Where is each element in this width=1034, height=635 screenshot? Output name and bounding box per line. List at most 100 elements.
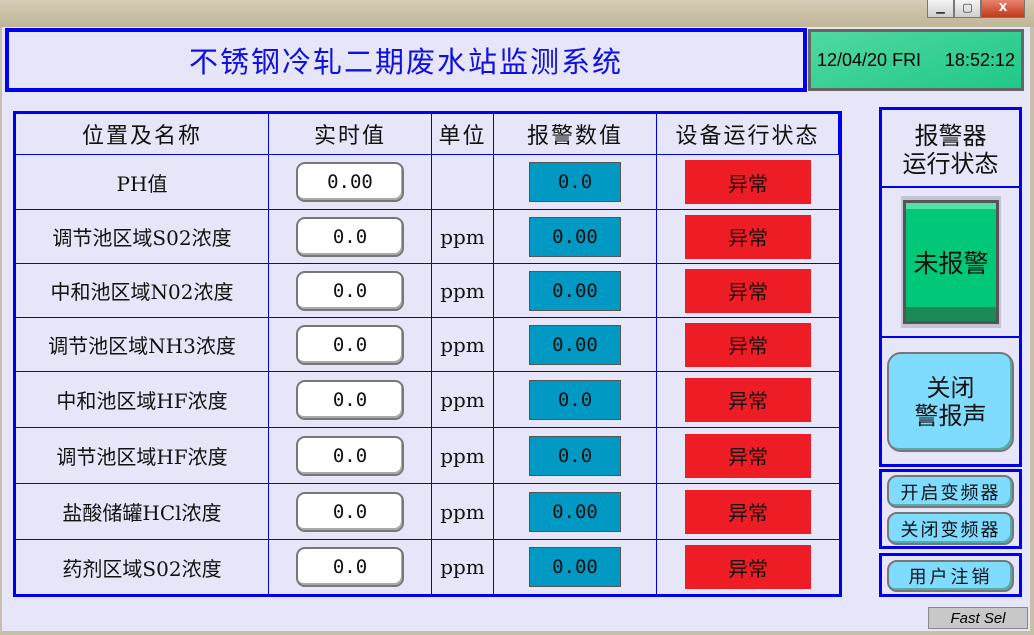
location-cell: 盐酸储罐HCl浓度 — [16, 484, 269, 539]
logout-button[interactable]: 用户注销 — [887, 560, 1014, 592]
alarm-value-field[interactable]: 0.00 — [529, 324, 621, 365]
alarm-value-field[interactable]: 0.0 — [529, 435, 621, 476]
datetime-display: 12/04/20 FRI 18:52:12 — [808, 29, 1024, 91]
vfd-control-panel: 开启变频器 关闭变频器 — [879, 469, 1022, 549]
device-status-indicator: 异常 — [685, 160, 811, 204]
unit-label: ppm — [440, 278, 485, 303]
location-name: 中和池区域N02浓度 — [50, 280, 234, 304]
device-status-indicator: 异常 — [685, 268, 811, 313]
location-cell: 药剂区域S02浓度 — [16, 540, 269, 594]
status-cell: 异常 — [657, 210, 839, 263]
table-row: 调节池区域HF浓度 0.0 ppm 0.0 异常 — [16, 428, 839, 484]
window-titlebar — [0, 0, 1034, 27]
minimize-button[interactable]: ▁ — [927, 0, 954, 18]
realtime-cell: 0.0 — [269, 318, 432, 371]
alarm-panel-title-line2: 运行状态 — [902, 150, 999, 178]
device-status-indicator: 异常 — [685, 433, 811, 478]
alarm-panel-title-line1: 报警器 — [914, 122, 987, 150]
realtime-value-field[interactable]: 0.0 — [296, 435, 404, 476]
status-cell: 异常 — [657, 484, 839, 539]
unit-cell: ppm — [432, 484, 494, 539]
alarm-status-panel: 报警器 运行状态 未报警 关闭 警报声 — [879, 107, 1022, 467]
table-row: 盐酸储罐HCl浓度 0.0 ppm 0.00 异常 — [16, 484, 839, 540]
unit-cell: ppm — [432, 428, 494, 483]
unit-label: ppm — [440, 387, 485, 412]
time-text: 18:52:12 — [944, 49, 1015, 70]
unit-cell: ppm — [432, 264, 494, 317]
location-cell: 中和池区域N02浓度 — [16, 264, 269, 317]
location-name: 药剂区域S02浓度 — [62, 556, 222, 581]
alarm-value-field[interactable]: 0.00 — [529, 547, 621, 587]
silence-label-2: 警报声 — [914, 402, 987, 430]
alarm-value-field[interactable]: 0.0 — [529, 162, 621, 202]
location-name: PH值 — [116, 171, 168, 196]
start-vfd-button[interactable]: 开启变频器 — [887, 475, 1014, 508]
realtime-value-field[interactable]: 0.0 — [296, 324, 404, 365]
table-row: PH值 0.00 0.0 异常 — [16, 155, 839, 210]
status-cell: 异常 — [657, 318, 839, 371]
column-header: 设备运行状态 — [657, 114, 839, 154]
alarm-value-cell: 0.00 — [494, 484, 657, 539]
device-status-indicator: 异常 — [685, 377, 811, 422]
realtime-value-field[interactable]: 0.0 — [296, 379, 404, 420]
alarm-value-cell: 0.0 — [494, 372, 657, 427]
location-cell: 中和池区域HF浓度 — [16, 372, 269, 427]
realtime-cell: 0.0 — [269, 264, 432, 317]
alarm-panel-title: 报警器 运行状态 — [882, 110, 1019, 188]
page-title: 不锈钢冷轧二期废水站监测系统 — [5, 28, 807, 92]
silence-label-1: 关闭 — [926, 374, 975, 402]
table-row: 调节池区域S02浓度 0.0 ppm 0.00 异常 — [16, 210, 839, 264]
alarm-value-cell: 0.00 — [494, 264, 657, 317]
alarm-value-field[interactable]: 0.0 — [529, 379, 621, 420]
maximize-button[interactable]: ▢ — [954, 0, 981, 18]
table-row: 调节池区域NH3浓度 0.0 ppm 0.00 异常 — [16, 318, 839, 372]
fast-select-tab[interactable]: Fast Sel — [928, 607, 1028, 629]
realtime-cell: 0.00 — [269, 155, 432, 209]
location-name: 盐酸储罐HCl浓度 — [62, 501, 222, 525]
alarm-value-cell: 0.0 — [494, 428, 657, 483]
status-cell: 异常 — [657, 264, 839, 317]
device-status-indicator: 异常 — [685, 545, 811, 589]
silence-alarm-button[interactable]: 关闭 警报声 — [887, 352, 1014, 452]
date-text: 12/04/20 FRI — [817, 49, 922, 70]
device-status-indicator: 异常 — [685, 214, 811, 259]
alarm-indicator: 未报警 — [903, 200, 999, 324]
close-button[interactable]: X — [981, 0, 1025, 18]
table-row: 中和池区域N02浓度 0.0 ppm 0.00 异常 — [16, 264, 839, 318]
alarm-value-cell: 0.00 — [494, 210, 657, 263]
location-name: 调节池区域S02浓度 — [52, 226, 232, 250]
unit-label: ppm — [440, 555, 485, 579]
location-cell: 调节池区域HF浓度 — [16, 428, 269, 483]
stop-vfd-button[interactable]: 关闭变频器 — [887, 512, 1014, 545]
unit-label: ppm — [440, 499, 485, 524]
monitoring-table: 位置及名称 实时值 单位 报警数值 设备运行状态 PH值 0.00 0.0 异常 调节池区域S02… — [13, 111, 842, 597]
realtime-cell: 0.0 — [269, 210, 432, 263]
status-cell: 异常 — [657, 540, 839, 594]
status-cell: 异常 — [657, 372, 839, 427]
table-header-row: 位置及名称 实时值 单位 报警数值 设备运行状态 — [16, 114, 839, 155]
realtime-cell: 0.0 — [269, 372, 432, 427]
location-name: 中和池区域HF浓度 — [56, 389, 228, 413]
alarm-value-field[interactable]: 0.00 — [529, 216, 621, 257]
realtime-value-field[interactable]: 0.00 — [296, 162, 404, 202]
unit-cell — [432, 155, 494, 209]
column-header: 单位 — [432, 114, 494, 154]
hmi-screen — [2, 27, 1030, 631]
realtime-cell: 0.0 — [269, 484, 432, 539]
table-row: 药剂区域S02浓度 0.0 ppm 0.00 异常 — [16, 540, 839, 594]
table-row: 中和池区域HF浓度 0.0 ppm 0.0 异常 — [16, 372, 839, 428]
unit-cell: ppm — [432, 210, 494, 263]
location-cell: 调节池区域S02浓度 — [16, 210, 269, 263]
realtime-value-field[interactable]: 0.0 — [296, 491, 404, 532]
alarm-value-cell: 0.00 — [494, 540, 657, 594]
device-status-indicator: 异常 — [685, 322, 811, 367]
realtime-cell: 0.0 — [269, 428, 432, 483]
alarm-value-field[interactable]: 0.00 — [529, 270, 621, 311]
location-cell: PH值 — [16, 155, 269, 209]
realtime-value-field[interactable]: 0.0 — [296, 270, 404, 311]
alarm-value-field[interactable]: 0.00 — [529, 491, 621, 532]
realtime-value-field[interactable]: 0.0 — [296, 547, 404, 587]
status-cell: 异常 — [657, 155, 839, 209]
realtime-value-field[interactable]: 0.0 — [296, 216, 404, 257]
unit-label: ppm — [440, 443, 485, 468]
